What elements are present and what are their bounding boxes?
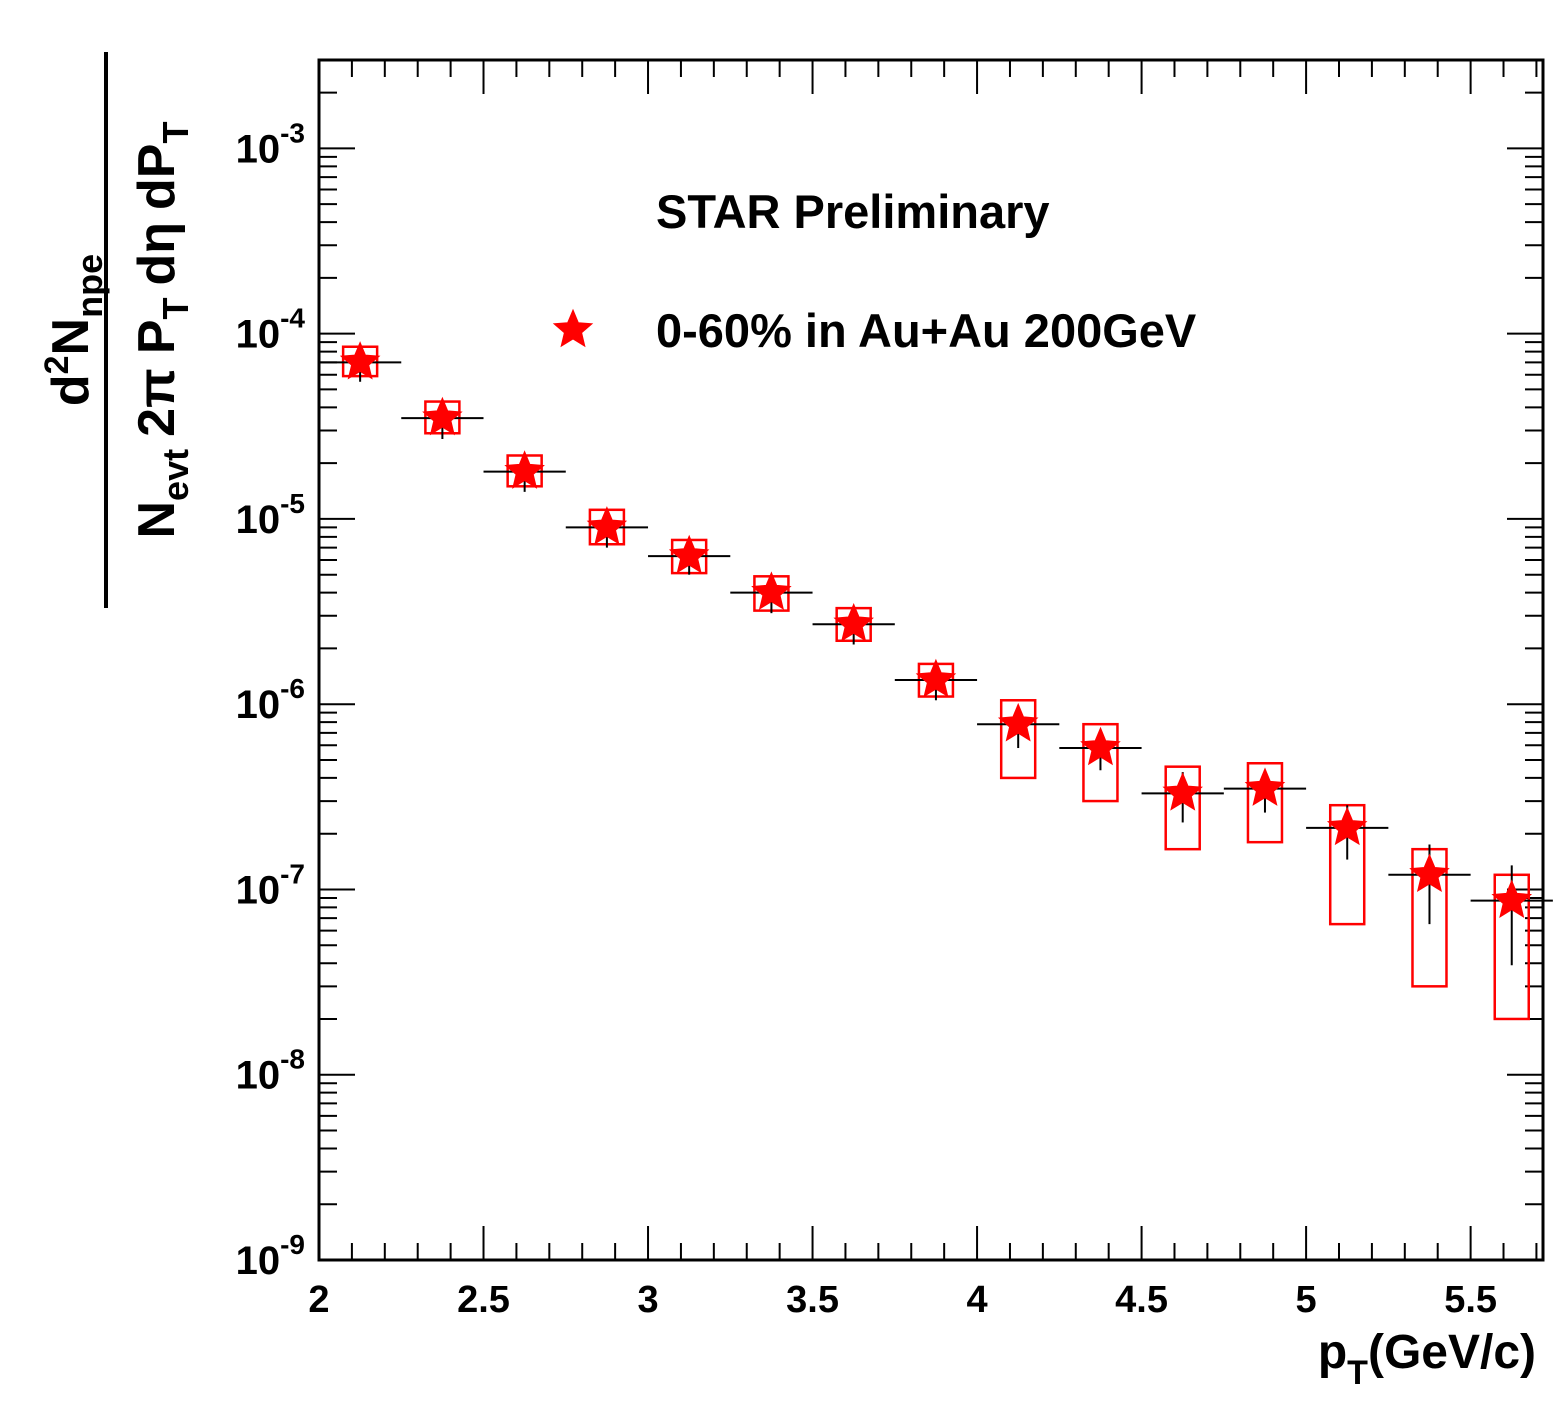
data-point <box>648 534 731 575</box>
star-marker <box>668 534 710 574</box>
star-marker <box>586 506 628 545</box>
data-point <box>483 450 566 492</box>
star-marker <box>1491 879 1533 918</box>
x-axis-title: pT(GeV/c) <box>1318 1326 1536 1392</box>
data-point <box>1223 762 1307 844</box>
data-point <box>812 603 895 645</box>
star-marker <box>504 450 545 489</box>
star-marker <box>1409 853 1450 893</box>
data-point <box>565 506 649 548</box>
legend-star <box>552 308 594 348</box>
data-point <box>1470 865 1553 1021</box>
y-tick-label: 10-7 <box>236 858 305 912</box>
y-tick-label: 10-9 <box>236 1229 305 1283</box>
x-tick-label: 3.5 <box>786 1279 839 1321</box>
y-tick-label: 10-3 <box>236 117 305 171</box>
data-point <box>1141 765 1224 851</box>
systematic-error-box <box>1164 765 1201 851</box>
x-tick-label: 4 <box>966 1279 987 1321</box>
star-marker <box>1326 806 1368 846</box>
y-tick-label: 10-6 <box>236 673 305 727</box>
data-point <box>1059 722 1142 803</box>
star-marker <box>997 702 1039 742</box>
x-tick-label: 2 <box>308 1279 329 1321</box>
star-marker <box>1244 767 1286 806</box>
x-tick-label: 4.5 <box>1115 1279 1168 1321</box>
data-point <box>1388 844 1471 988</box>
data-point <box>730 571 813 614</box>
y-tick-label: 10-4 <box>236 303 306 357</box>
data-point <box>977 699 1060 780</box>
x-tick-label: 2.5 <box>457 1279 510 1321</box>
data-point <box>319 341 402 382</box>
star-marker <box>833 603 874 642</box>
legend: 0-60% in Au+Au 200GeV <box>552 304 1197 357</box>
x-tick-label: 5.5 <box>1444 1279 1497 1321</box>
star-marker <box>339 341 381 380</box>
data-point <box>894 658 978 701</box>
legend-label: 0-60% in Au+Au 200GeV <box>656 304 1197 357</box>
star-marker <box>1162 772 1203 811</box>
y-axis-title-numerator: d2Nnpe <box>38 254 110 406</box>
y-tick-label: 10-5 <box>236 488 305 542</box>
star-marker <box>915 658 957 698</box>
systematic-error-box <box>1082 722 1119 803</box>
axes: 2 2.5 3 3.5 4 4.5 5 5.5 10-9 10-8 10-7 10-6 10-5 10-4… <box>236 58 1545 1321</box>
y-axis-title-denominator: Nevt2πPTdηdPT <box>128 122 196 539</box>
plot-frame <box>317 58 1545 1262</box>
star-marker <box>422 396 463 436</box>
systematic-error-box <box>1246 762 1284 844</box>
x-tick-label: 3 <box>637 1279 658 1321</box>
chart-title: STAR Preliminary <box>656 185 1050 238</box>
y-axis-title: d2Nnpe Nevt2πPTdηdPT <box>38 52 196 608</box>
legend-star-marker <box>552 308 594 348</box>
data-points <box>319 341 1553 1021</box>
systematic-error-box <box>999 699 1037 780</box>
data-point <box>401 396 484 440</box>
star-marker <box>1080 726 1121 766</box>
x-tick-label: 5 <box>1296 1279 1317 1321</box>
star-marker <box>751 571 792 610</box>
y-tick-label: 10-8 <box>236 1044 305 1098</box>
data-point <box>1306 803 1389 926</box>
